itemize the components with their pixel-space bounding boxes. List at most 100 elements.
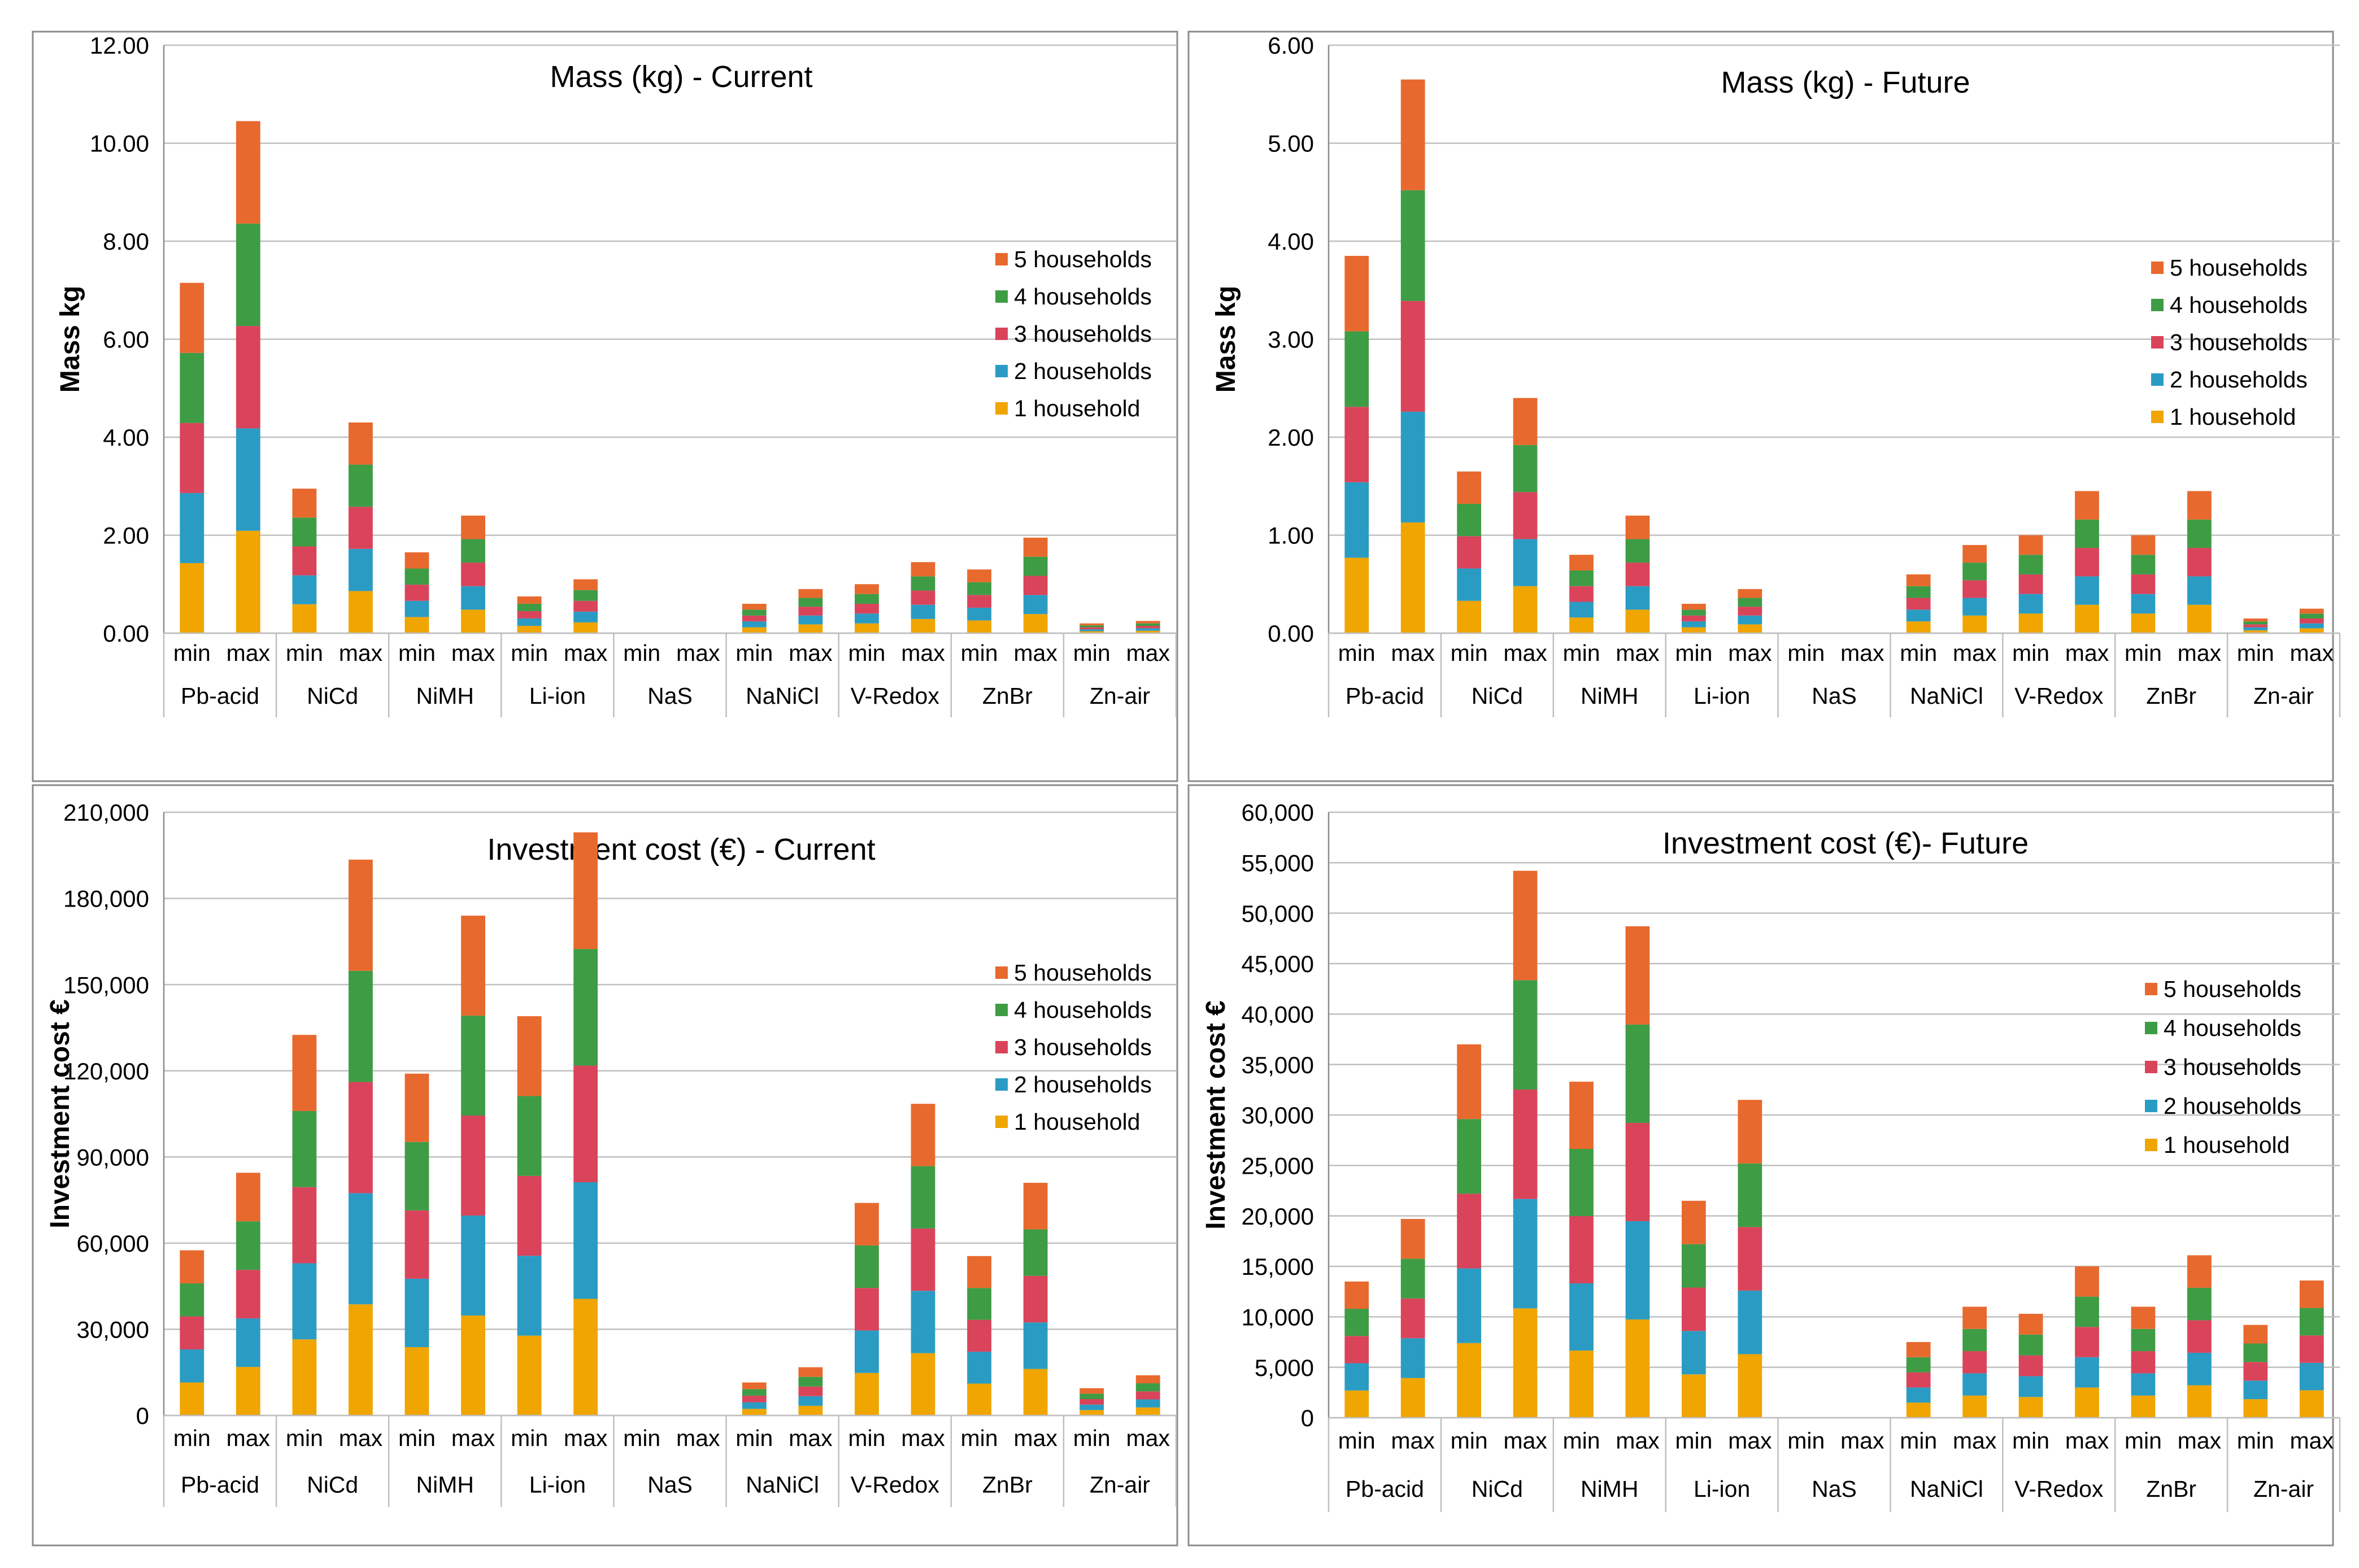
bar-segment (236, 428, 260, 531)
bar-segment (2187, 519, 2212, 548)
bar-segment (517, 625, 542, 633)
bar-segment (1457, 1044, 1481, 1120)
bar-segment (1569, 1351, 1594, 1418)
bar-segment (517, 603, 542, 611)
bar-segment (855, 1245, 879, 1288)
y-tick-label: 2.00 (1268, 424, 1314, 451)
bar-segment (517, 1335, 542, 1415)
bar-segment (517, 1256, 542, 1336)
y-tick-label: 60,000 (77, 1230, 149, 1257)
bar-segment (2131, 1373, 2156, 1396)
bar-segment (292, 1110, 317, 1187)
bar-segment (1569, 586, 1594, 602)
bar-segment (1906, 1403, 1931, 1418)
bar-segment (180, 1349, 204, 1383)
bar-segment (1344, 1281, 1369, 1309)
bar-segment (1682, 615, 1706, 622)
legend-marker (995, 253, 1008, 265)
bar-segment (967, 582, 991, 595)
x-subcategory-label: max (2290, 1428, 2334, 1454)
bar-segment (911, 562, 935, 577)
x-subcategory-label: min (173, 1425, 211, 1451)
legend-label: 1 household (1014, 1109, 1140, 1135)
x-subcategory-label: min (398, 640, 436, 666)
legend-label: 4 households (2164, 1015, 2301, 1041)
bar-segment (2299, 1308, 2324, 1336)
bar-segment (1344, 331, 1369, 407)
bar-segment (1962, 615, 1987, 633)
y-tick-label: 30,000 (1242, 1102, 1314, 1129)
bar-segment (1457, 1119, 1481, 1194)
bar-segment (967, 1383, 991, 1415)
bar-segment (573, 1182, 598, 1299)
bar-segment (1906, 574, 1931, 586)
x-subcategory-label: max (1616, 640, 1660, 666)
bar-segment (1625, 515, 1650, 539)
bar-segment (461, 539, 485, 563)
bar-segment (2131, 1351, 2156, 1374)
x-subcategory-label: max (676, 1425, 720, 1451)
x-group-label: NaS (1812, 683, 1857, 709)
x-group-label: ZnBr (982, 683, 1033, 709)
bar-segment (1457, 503, 1481, 537)
x-subcategory-label: min (1900, 1428, 1937, 1454)
bar-segment (742, 621, 767, 628)
bar-segment (2131, 555, 2156, 574)
bar-segment (2243, 621, 2268, 625)
x-group-label: NiMH (416, 1472, 474, 1498)
bar-segment (2243, 1399, 2268, 1418)
bar-segment (2018, 555, 2043, 574)
x-subcategory-label: min (1338, 640, 1376, 666)
bar-segment (1023, 1369, 1048, 1415)
y-tick-label: 4.00 (103, 424, 149, 451)
y-axis-label: Investment cost € (45, 999, 75, 1228)
x-group-label: Zn-air (2253, 683, 2314, 709)
y-tick-label: 8.00 (103, 228, 149, 255)
x-subcategory-label: max (1728, 1428, 1772, 1454)
bar-segment (2243, 1380, 2268, 1400)
x-group-label: ZnBr (2146, 683, 2196, 709)
y-tick-label: 120,000 (63, 1058, 149, 1084)
y-tick-label: 2.00 (103, 522, 149, 549)
legend-label: 3 households (1014, 321, 1152, 347)
bar-segment (1625, 1024, 1650, 1123)
bar-segment (967, 569, 991, 582)
legend-label: 2 households (2164, 1093, 2301, 1119)
bar-segment (967, 1288, 991, 1320)
bar-segment (1738, 1290, 1762, 1354)
x-subcategory-label: max (2178, 1428, 2222, 1454)
bar-segment (1080, 1404, 1104, 1410)
bar-segment (1344, 1363, 1369, 1391)
bar-segment (967, 1352, 991, 1384)
x-subcategory-label: min (1787, 640, 1825, 666)
bar-segment (292, 1187, 317, 1264)
bar-segment (2131, 613, 2156, 633)
bar-segment (2299, 1335, 2324, 1363)
x-group-label: NaS (647, 683, 693, 709)
bar-segment (1023, 1275, 1048, 1323)
x-subcategory-label: max (339, 1425, 383, 1451)
bar-segment (1080, 1410, 1104, 1415)
x-subcategory-label: max (1391, 1428, 1435, 1454)
chart-title: Investment cost (€) - Current (487, 833, 875, 866)
bar-segment (1023, 1322, 1048, 1369)
bar-segment (404, 552, 429, 569)
bar-segment (2187, 491, 2212, 520)
bar-segment (2187, 1320, 2212, 1353)
bar-segment (1738, 1100, 1762, 1164)
x-subcategory-label: max (1126, 1425, 1170, 1451)
bar-segment (2018, 1376, 2043, 1397)
x-subcategory-label: max (1503, 640, 1547, 666)
bar-segment (1513, 445, 1538, 493)
bar-segment (349, 591, 373, 633)
bar-segment (1080, 623, 1104, 626)
x-group-label: Li-ion (1694, 683, 1750, 709)
bar-segment (236, 121, 260, 224)
x-subcategory-label: max (901, 640, 945, 666)
bar-segment (742, 1382, 767, 1390)
y-tick-label: 20,000 (1242, 1203, 1314, 1230)
x-subcategory-label: min (2237, 1428, 2274, 1454)
bar-segment (2075, 491, 2099, 520)
bar-segment (2243, 1362, 2268, 1381)
bar-segment (2299, 1390, 2324, 1418)
